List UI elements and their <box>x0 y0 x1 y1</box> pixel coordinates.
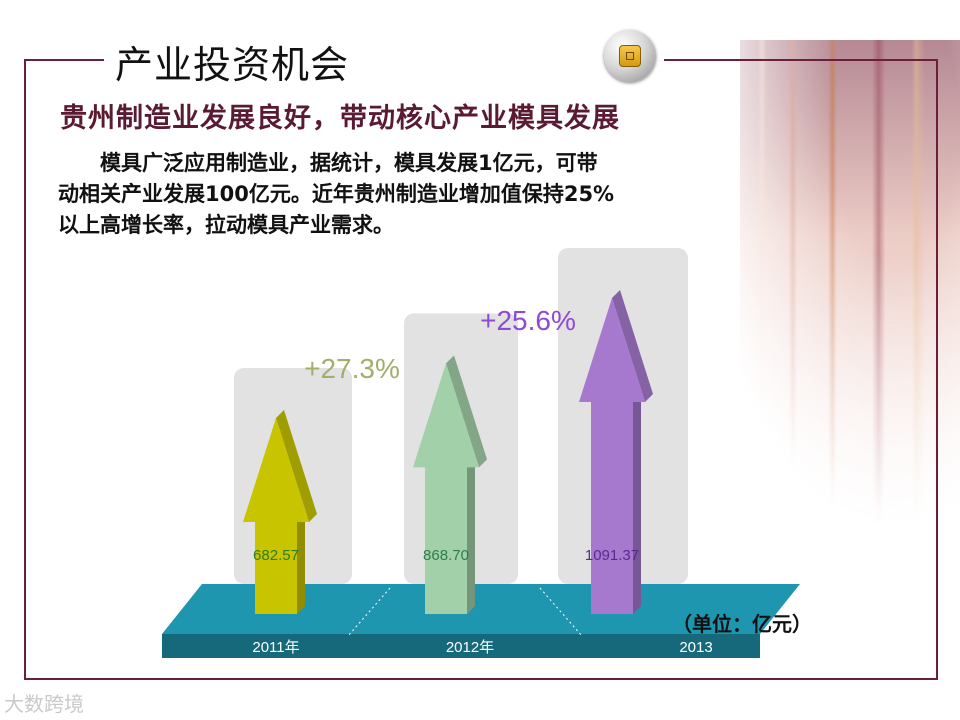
bar-arrow-side <box>467 459 475 614</box>
body-line: 模具广泛应用制造业，据统计，模具发展1亿元，可带 <box>58 151 598 175</box>
bar-arrow-side <box>633 394 641 614</box>
bar-arrow-side <box>446 355 487 468</box>
bar-arrow <box>413 355 487 614</box>
gold-square-icon <box>604 30 656 82</box>
category-label: 2011年 <box>252 639 299 656</box>
frame-top-left <box>24 59 104 61</box>
watermark: 大数跨境 <box>4 692 84 716</box>
growth-label: +27.3% <box>304 353 400 384</box>
bar-arrow-front <box>413 363 479 614</box>
body-line: 以上高增长率，拉动模具产业需求。 <box>58 213 394 237</box>
frame-right <box>936 59 938 680</box>
frame-bottom <box>24 678 938 680</box>
bar-arrow-front <box>579 298 645 614</box>
platform-divider <box>539 587 583 637</box>
platform-divider <box>347 587 391 637</box>
bar-arrow-front <box>243 418 309 614</box>
category-label: 2012年 <box>446 639 494 656</box>
data-label: 868.70 <box>423 547 469 564</box>
frame-top-right <box>664 59 938 61</box>
category-label: 2013 <box>679 639 712 656</box>
bar-arrow-side <box>297 514 305 614</box>
body-paragraph: 模具广泛应用制造业，据统计，模具发展1亿元，可带 动相关产业发展100亿元。近年… <box>58 148 748 241</box>
bar-arrow <box>243 410 317 614</box>
data-label: 1091.37 <box>585 547 639 564</box>
bar-arrow-side <box>276 410 317 522</box>
growth-label: +25.6% <box>480 305 576 336</box>
bar-arrow <box>579 290 653 614</box>
subtitle: 贵州制造业发展良好，带动核心产业模具发展 <box>60 103 620 134</box>
bar-arrow-side <box>612 290 653 402</box>
frame-left <box>24 59 26 680</box>
data-label: 682.57 <box>253 547 299 564</box>
page-title: 产业投资机会 <box>115 43 350 87</box>
body-line: 动相关产业发展100亿元。近年贵州制造业增加值保持25% <box>58 182 615 206</box>
platform-front <box>162 634 760 658</box>
decorative-streaks <box>740 40 960 600</box>
unit-label: （单位：亿元） <box>672 612 812 636</box>
